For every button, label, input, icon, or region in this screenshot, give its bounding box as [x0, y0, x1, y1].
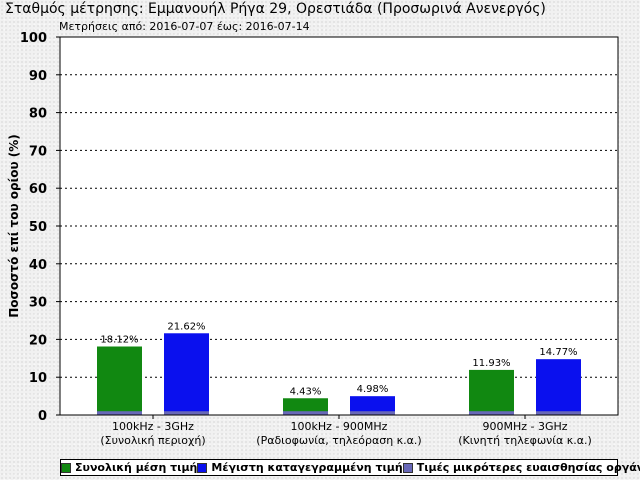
value-labels: 18.12% 21.62% 4.43% 4.98% 11.93% 14.77% — [100, 321, 577, 397]
y-tick-label: 40 — [29, 258, 47, 273]
chart-subtitle: Μετρήσεις από: 2016-07-07 έως: 2016-07-1… — [59, 20, 310, 33]
bar-max — [536, 359, 581, 415]
bar-below-sensitivity — [97, 411, 142, 415]
x-tick-label: 900MHz - 3GHz — [482, 420, 567, 433]
x-axis-labels: 100kHz - 3GHz(Συνολική περιοχή) 100kHz - … — [100, 415, 592, 447]
grid-lines — [60, 74, 618, 378]
value-label: 4.43% — [290, 386, 322, 397]
y-tick-label: 100 — [20, 31, 47, 46]
y-tick-label: 70 — [29, 144, 47, 159]
y-tick-label: 10 — [29, 371, 47, 386]
x-tick-label: 100kHz - 900MHz — [291, 420, 388, 433]
y-tick-label: 20 — [29, 333, 47, 348]
x-tick-sublabel: (Κινητή τηλεφωνία κ.α.) — [458, 434, 592, 447]
bars — [97, 333, 581, 415]
bar-max — [350, 396, 395, 415]
bar-max — [164, 333, 209, 415]
legend-item-below-sensitivity: Τιμές μικρότερες ευαισθησίας οργάνου — [402, 461, 640, 474]
bar-below-sensitivity — [536, 411, 581, 415]
y-tick-label: 30 — [29, 296, 47, 311]
legend-label-max: Μέγιστη καταγεγραμμένη τιμή — [211, 461, 403, 474]
y-tick-label: 50 — [29, 220, 47, 235]
bar-mean — [97, 346, 142, 415]
legend: Συνολική μέση τιμή Μέγιστη καταγεγραμμέν… — [60, 459, 640, 476]
y-tick-label: 60 — [29, 182, 47, 197]
y-axis-label: Ποσοστό επί του ορίου (%) — [7, 134, 21, 318]
y-tick-label: 90 — [29, 69, 47, 84]
bar-below-sensitivity — [469, 411, 514, 415]
bar-below-sensitivity — [350, 411, 395, 415]
x-tick-sublabel: (Ραδιοφωνία, τηλεόραση κ.α.) — [256, 434, 421, 447]
value-label: 4.98% — [357, 384, 389, 395]
y-tick-label: 80 — [29, 107, 47, 122]
y-axis-ticks: 0 10 20 30 40 50 60 70 80 90 100 — [20, 31, 60, 424]
legend-swatch-max — [197, 462, 208, 473]
legend-item-mean: Συνολική μέση τιμή — [61, 461, 197, 474]
bar-mean — [283, 398, 328, 415]
x-tick-label: 100kHz - 3GHz — [112, 420, 194, 433]
bar-below-sensitivity — [164, 411, 209, 415]
plot-area — [60, 37, 618, 415]
bar-below-sensitivity — [283, 411, 328, 415]
value-label: 14.77% — [539, 347, 577, 358]
legend-label-below-sensitivity: Τιμές μικρότερες ευαισθησίας οργάνου — [416, 461, 640, 474]
value-label: 21.62% — [167, 321, 205, 332]
plot-border — [59, 36, 619, 416]
value-label: 11.93% — [472, 358, 510, 369]
legend-item-max: Μέγιστη καταγεγραμμένη τιμή — [197, 461, 403, 474]
chart-title: Σταθμός μέτρησης: Εμμανουήλ Ρήγα 29, Ορε… — [5, 1, 546, 17]
legend-label-mean: Συνολική μέση τιμή — [75, 461, 198, 474]
legend-swatch-below-sensitivity — [402, 462, 413, 473]
y-tick-label: 0 — [38, 409, 47, 424]
value-label: 18.12% — [100, 335, 138, 346]
legend-swatch-mean — [61, 462, 71, 473]
x-tick-sublabel: (Συνολική περιοχή) — [100, 434, 205, 447]
bar-mean — [469, 369, 514, 415]
